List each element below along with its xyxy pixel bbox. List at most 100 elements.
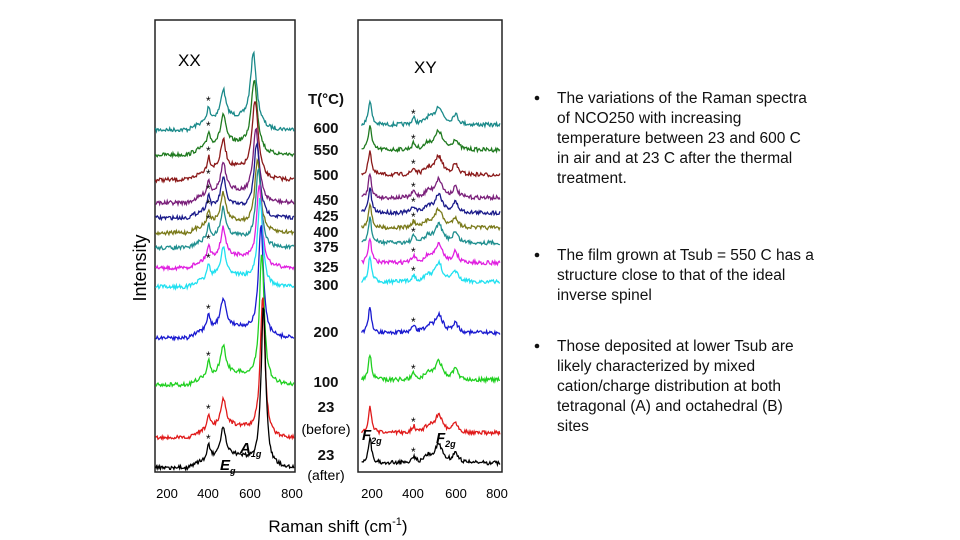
peak-annotation: A1g — [239, 440, 262, 459]
spectrum-xx — [154, 79, 295, 159]
annotation-main: F — [436, 430, 446, 447]
temperature-label: 200 — [313, 324, 338, 341]
temperature-label: 300 — [313, 277, 338, 294]
peak-marker: * — [411, 315, 416, 329]
peak-marker: * — [411, 445, 416, 459]
temperature-label: (after) — [307, 467, 344, 483]
x-tick-label: 800 — [281, 486, 303, 501]
spectrum-xx — [155, 197, 295, 292]
temperature-label: 600 — [313, 120, 338, 137]
peak-marker: * — [206, 197, 211, 211]
spectrum-xx — [155, 225, 295, 342]
spectrum-xy — [361, 435, 501, 468]
temperature-label: 400 — [313, 224, 338, 241]
spectrum-xy — [361, 187, 501, 217]
spectrum-xy — [361, 150, 501, 178]
spectrum-xx — [155, 141, 295, 222]
temperature-label: 500 — [313, 167, 338, 184]
peak-marker: * — [411, 362, 416, 376]
bullet-text: sites — [557, 418, 589, 435]
peak-marker: * — [206, 212, 211, 226]
spectrum-xx — [154, 167, 295, 252]
spectrum-xy — [360, 202, 501, 232]
spectrum-xy — [361, 307, 501, 337]
peak-marker: * — [411, 225, 416, 239]
bullet-text: Those deposited at lower Tsub are — [557, 338, 794, 355]
peak-annotation: F2g — [436, 430, 456, 449]
peak-marker: * — [411, 195, 416, 209]
bullet-text: structure close to that of the ideal — [557, 267, 785, 284]
spectrum-xx — [155, 297, 295, 442]
peak-marker: * — [206, 349, 211, 363]
bullet-text: of NCO250 with increasing — [557, 110, 741, 127]
bullet-text: The film grown at Tsub = 550 C has a — [557, 247, 814, 264]
x-tick-label: 200 — [156, 486, 178, 501]
temperature-label: 100 — [313, 374, 338, 391]
spectrum-xx — [155, 157, 295, 237]
temperature-label: (before) — [301, 421, 350, 437]
spectrum-xy — [361, 99, 501, 129]
temperature-label: 425 — [313, 208, 338, 225]
peak-marker: * — [206, 182, 211, 196]
bullet-text: cation/charge distribution at both — [557, 378, 781, 395]
x-tick-label: 600 — [239, 486, 261, 501]
spectrum-xy — [361, 216, 500, 247]
annotation-main: E — [220, 457, 231, 474]
annotation-sub: 1g — [251, 449, 262, 459]
annotation-main: A — [239, 440, 251, 457]
peak-marker: * — [411, 210, 416, 224]
peak-marker: * — [206, 144, 211, 158]
spectrum-xx — [154, 50, 295, 134]
spectrum-xy — [360, 353, 501, 385]
annotation-sub: 2g — [444, 439, 456, 449]
peak-annotation: Eg — [220, 457, 236, 476]
temperature-header: T(°C) — [308, 91, 344, 108]
peak-marker: * — [206, 402, 211, 416]
peak-marker: * — [206, 251, 211, 265]
peak-marker: * — [411, 107, 416, 121]
annotation-main: F — [362, 427, 372, 444]
panel-label: XY — [414, 58, 437, 77]
bullet-text: treatment. — [557, 170, 627, 187]
bullet-text: inverse spinel — [557, 287, 652, 304]
peak-marker: * — [206, 119, 211, 133]
x-tick-label: 400 — [402, 486, 424, 501]
peak-marker: * — [411, 132, 416, 146]
x-tick-label: 800 — [486, 486, 508, 501]
temperature-label: 375 — [313, 239, 338, 256]
bullet-text: likely characterized by mixed — [557, 358, 755, 375]
bullet-dot — [534, 343, 540, 349]
annotation-sub: 2g — [370, 436, 382, 446]
temperature-label: 450 — [313, 192, 338, 209]
peak-marker: * — [206, 94, 211, 108]
panel-label: XX — [178, 51, 201, 70]
bullet-text: tetragonal (A) and octahedral (B) — [557, 398, 783, 415]
bullet-dot — [534, 95, 540, 101]
peak-marker: * — [411, 264, 416, 278]
panel-frame — [357, 19, 503, 473]
annotation-sub: g — [229, 466, 236, 476]
temperature-label: 550 — [313, 142, 338, 159]
bullet-text: in air and at 23 C after the thermal — [557, 150, 792, 167]
x-tick-label: 400 — [197, 486, 219, 501]
bullet-text: temperature between 23 and 600 C — [557, 130, 801, 147]
temperature-label: 325 — [313, 259, 338, 276]
peak-marker: * — [411, 180, 416, 194]
temperature-label: 23 — [318, 399, 335, 416]
peak-marker: * — [411, 157, 416, 171]
spectrum-xy — [361, 237, 501, 267]
panel-frame — [154, 19, 296, 473]
bullet-text: The variations of the Raman spectra — [557, 90, 807, 107]
x-tick-label: 200 — [361, 486, 383, 501]
spectrum-xy — [361, 172, 501, 202]
y-axis-label: Intensity — [130, 234, 150, 301]
peak-marker: * — [206, 302, 211, 316]
x-axis-label: Raman shift (cm-1) — [268, 516, 407, 536]
spectrum-xy — [361, 405, 501, 437]
peak-marker: * — [206, 432, 211, 446]
spectrum-xx — [155, 127, 295, 207]
spectrum-xy — [361, 125, 501, 154]
temperature-label: 23 — [318, 447, 335, 464]
spectrum-xx — [155, 254, 295, 388]
